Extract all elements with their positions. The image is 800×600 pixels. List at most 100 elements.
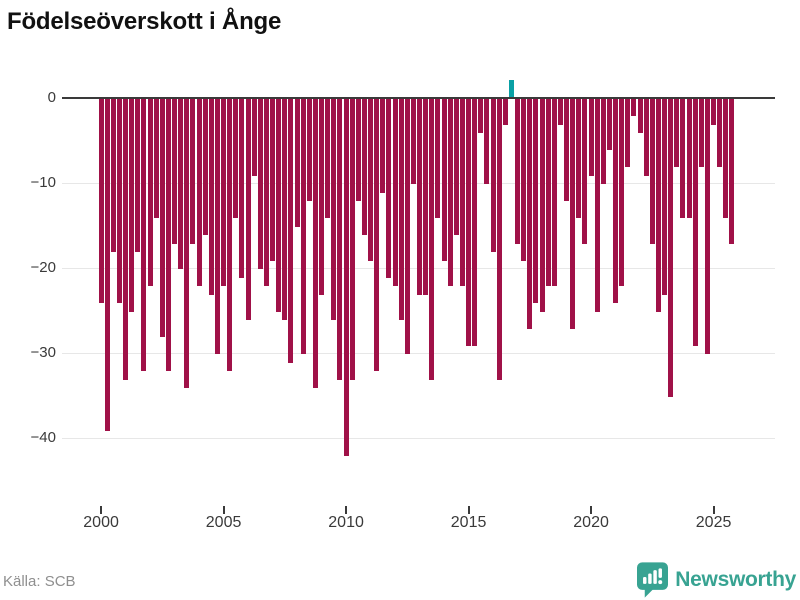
bar-negative — [643, 99, 649, 176]
x-axis-label: 2005 — [205, 514, 242, 531]
newsworthy-badge-icon — [637, 562, 669, 598]
bar-negative — [380, 99, 386, 193]
bar-negative — [306, 99, 312, 201]
y-axis-label: −40 — [30, 429, 56, 446]
bar-negative — [349, 99, 355, 380]
bar-negative — [355, 99, 361, 201]
bar-negative — [637, 99, 643, 133]
bar-negative — [239, 99, 245, 278]
bar-negative — [123, 99, 128, 380]
bar-negative — [668, 99, 674, 397]
bar-negative — [153, 99, 159, 218]
bar-negative — [319, 99, 324, 295]
bar-negative — [214, 99, 220, 354]
bar-negative — [435, 99, 441, 218]
bar-negative — [594, 99, 600, 312]
bar-negative — [466, 99, 471, 346]
bar-negative — [104, 99, 110, 431]
y-axis-label: 0 — [47, 89, 56, 106]
newsworthy-wordmark: Newsworthy — [675, 568, 796, 591]
bar-negative — [110, 99, 116, 252]
bar-negative — [343, 99, 349, 456]
bar-negative — [227, 99, 233, 371]
bar-negative — [557, 99, 563, 125]
bar-negative — [478, 99, 484, 133]
zero-axis-line — [62, 97, 775, 99]
gridline — [62, 353, 775, 354]
bar-negative — [196, 99, 202, 286]
x-axis-tick — [222, 506, 225, 514]
bar-negative — [576, 99, 582, 218]
bar-negative — [233, 99, 239, 218]
bar-negative — [692, 99, 698, 346]
x-axis-tick — [467, 506, 470, 514]
bar-negative — [570, 99, 576, 329]
bar-negative — [276, 99, 282, 312]
x-axis-tick — [100, 506, 103, 514]
bar-negative — [539, 99, 545, 312]
newsworthy-logo-link[interactable]: Newsworthy — [637, 562, 796, 598]
bar-negative — [729, 99, 735, 244]
bar-negative — [417, 99, 422, 295]
bar-negative — [655, 99, 661, 312]
bar-negative — [521, 99, 527, 261]
x-axis-label: 2015 — [450, 514, 487, 531]
bar-negative — [159, 99, 165, 337]
bar-negative — [472, 99, 478, 346]
bar-negative — [423, 99, 429, 295]
bar-negative — [178, 99, 184, 269]
bar-negative — [582, 99, 588, 244]
bar-negative — [190, 99, 196, 244]
bar-negative — [312, 99, 318, 388]
bar-negative — [459, 99, 465, 286]
bar-negative — [251, 99, 257, 176]
bar-negative — [686, 99, 692, 218]
bar-negative — [649, 99, 655, 244]
bar-negative — [533, 99, 539, 303]
bar-negative — [619, 99, 625, 286]
x-axis-label: 2010 — [328, 514, 364, 531]
bar-negative — [613, 99, 618, 303]
bar-negative — [294, 99, 300, 227]
bar-negative — [300, 99, 306, 354]
x-axis-label: 2000 — [83, 514, 119, 531]
x-axis-label: 2025 — [695, 514, 732, 531]
bar-negative — [98, 99, 104, 303]
bar-negative — [545, 99, 551, 286]
bar-negative — [674, 99, 680, 167]
bar-negative — [453, 99, 459, 235]
bar-negative — [398, 99, 404, 320]
bar-negative — [325, 99, 331, 218]
bar-negative — [625, 99, 631, 167]
bar-negative — [129, 99, 135, 312]
bar-negative — [374, 99, 380, 371]
bar-negative — [147, 99, 153, 286]
bar-negative — [496, 99, 502, 380]
bar-negative — [202, 99, 208, 235]
bar-negative — [331, 99, 337, 320]
bar-negative — [662, 99, 667, 295]
bar-negative — [631, 99, 637, 116]
bar-negative — [141, 99, 147, 371]
bar-negative — [429, 99, 435, 380]
bar-negative — [606, 99, 612, 150]
bar-negative — [221, 99, 226, 286]
bar-negative — [515, 99, 520, 244]
bar-negative — [270, 99, 275, 261]
y-axis-label: −30 — [30, 344, 56, 361]
chart-title: Födelseöverskott i Ånge — [7, 8, 282, 35]
bar-negative — [165, 99, 171, 371]
x-axis-tick — [345, 506, 348, 514]
bar-negative — [135, 99, 141, 252]
y-axis-label: −20 — [30, 259, 56, 276]
bar-negative — [711, 99, 716, 125]
x-axis-label: 2020 — [573, 514, 609, 531]
bar-negative — [116, 99, 122, 303]
bar-negative — [600, 99, 606, 184]
bar-negative — [184, 99, 190, 388]
bar-negative — [490, 99, 496, 252]
bar-negative — [588, 99, 594, 176]
bar-negative — [257, 99, 263, 269]
